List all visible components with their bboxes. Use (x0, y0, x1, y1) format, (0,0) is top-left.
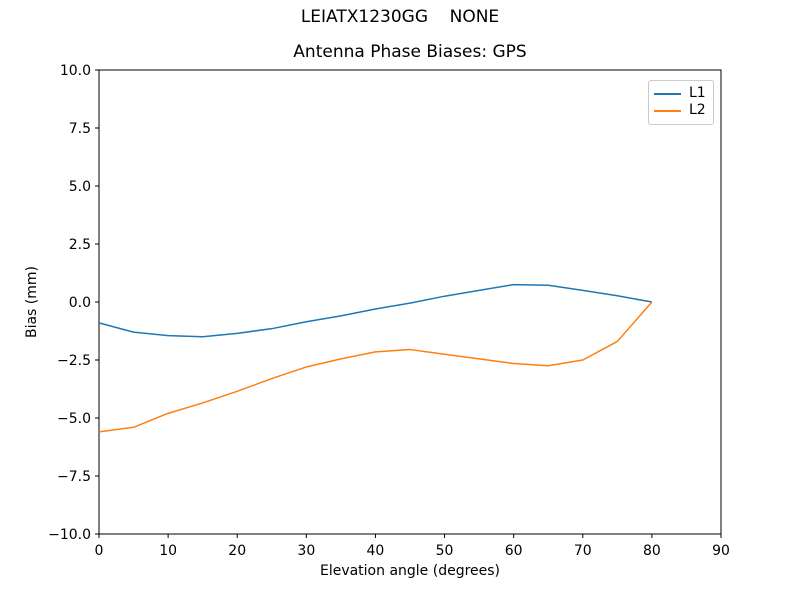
x-tick-label: 70 (574, 543, 592, 559)
series-line-l2 (98, 301, 653, 433)
legend-item-l1: L1 (654, 85, 707, 102)
series-line-l1 (98, 283, 653, 338)
y-tick-label: 5.0 (69, 179, 91, 195)
x-tick-label: 0 (95, 543, 104, 559)
x-tick-label: 80 (643, 543, 661, 559)
x-axis-label: Elevation angle (degrees) (320, 563, 500, 579)
x-tick-label: 10 (159, 543, 177, 559)
y-tick-label: 10.0 (60, 63, 91, 79)
y-tick-label: −7.5 (57, 469, 91, 485)
x-tick-label: 50 (436, 543, 454, 559)
legend-label-l2: L2 (689, 102, 706, 118)
x-tick-label: 20 (228, 543, 246, 559)
y-tick-label: −5.0 (57, 411, 91, 427)
x-tick-label: 40 (367, 543, 385, 559)
y-tick-label: 0.0 (69, 295, 91, 311)
legend-label-l1: L1 (689, 85, 706, 101)
x-tick-label: 90 (712, 543, 730, 559)
figure-suptitle: LEIATX1230GG NONE (300, 7, 500, 27)
legend-line-swatch-l1 (654, 92, 681, 95)
y-tick-label: −10.0 (48, 527, 91, 543)
chart-title: Antenna Phase Biases: GPS (293, 42, 527, 62)
axes-spines (98, 69, 722, 535)
legend-line-swatch-l2 (654, 109, 681, 112)
y-tick-label: 2.5 (69, 237, 91, 253)
x-tick-label: 30 (297, 543, 315, 559)
legend-item-l2: L2 (654, 102, 707, 119)
legend-box: L1 L2 (648, 80, 714, 125)
y-tick-label: −2.5 (57, 353, 91, 369)
y-axis-label: Bias (mm) (24, 266, 40, 338)
y-tick-label: 7.5 (69, 121, 91, 137)
x-tick-label: 60 (505, 543, 523, 559)
